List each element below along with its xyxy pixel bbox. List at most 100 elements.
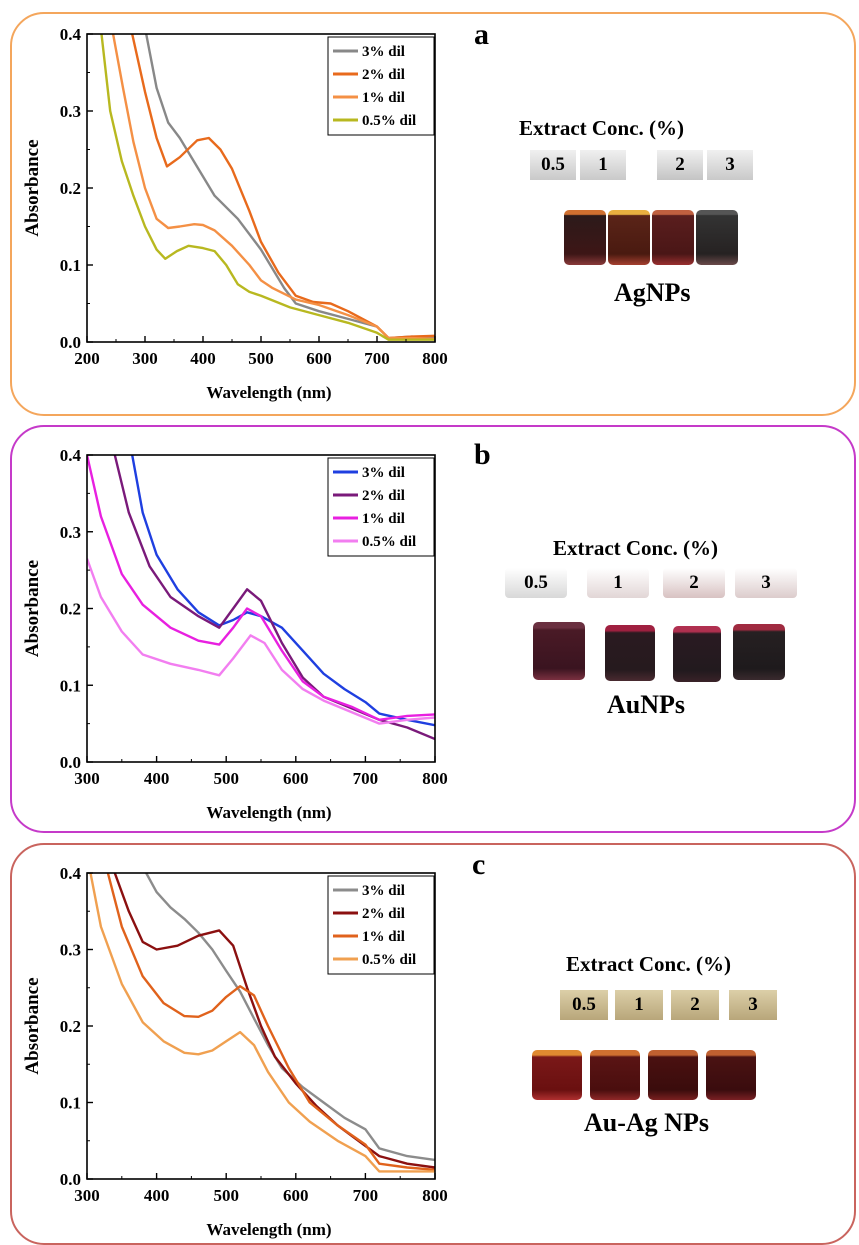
panel-c-letter: c (472, 848, 486, 881)
panel-b-conc-title: Extract Conc. (%) (553, 536, 719, 560)
chart-c-x-tick-label: 400 (144, 1186, 170, 1205)
chart-b-x-tick-label: 800 (422, 769, 448, 788)
panel-b-photo: Extract Conc. (%) 0.5 1 2 3 AuNPs (495, 530, 805, 730)
panel-c-photo: Extract Conc. (%) 0.5 1 2 3 Au-Ag NPs (532, 946, 790, 1146)
chart-b-y-tick-label: 0.0 (60, 753, 81, 772)
panel-c-np-label: Au-Ag NPs (584, 1108, 709, 1137)
panel-b-vial-3 (673, 626, 721, 682)
chart-b-legend-label-3: 1% dil (362, 511, 405, 527)
chart-c-series-line-4 (89, 873, 435, 1173)
chart-a-y-tick-label: 0.4 (60, 25, 82, 44)
panel-a-letter: a (474, 18, 489, 51)
chart-b-y-axis-label: Absorbance (22, 560, 43, 657)
chart-a-x-tick-label: 600 (306, 349, 332, 368)
panel-c-cap-2: 1 (615, 990, 663, 1020)
panel-a-photo: Extract Conc. (%) 0.5 1 2 3 AgNPs (519, 110, 770, 330)
chart-a-y-tick-label: 0.0 (60, 333, 81, 352)
chart-c-y-tick-label: 0.0 (60, 1170, 81, 1189)
chart-b-y-tick-label: 0.1 (60, 676, 81, 695)
panel-a-cap-1: 0.5 (530, 150, 576, 180)
chart-c-x-tick-label: 800 (422, 1186, 448, 1205)
chart-b-x-tick-label: 500 (213, 769, 239, 788)
chart-c-y-tick-label: 0.3 (60, 941, 81, 960)
panel-a-vial-4 (696, 210, 738, 265)
chart-b-y-tick-label: 0.2 (60, 600, 81, 619)
chart-a-x-axis-label: Wavelength (nm) (206, 383, 331, 402)
panel-c-vial-1 (532, 1050, 582, 1100)
chart-b-legend-label-2: 2% dil (362, 488, 405, 504)
chart-a-x-tick-label: 700 (364, 349, 390, 368)
panel-a-vial-3 (652, 210, 694, 265)
chart-b-legend-label-1: 3% dil (362, 465, 405, 481)
panel-c-vial-3 (648, 1050, 698, 1100)
chart-b-x-tick-label: 400 (144, 769, 170, 788)
panel-b-cap-2: 1 (587, 568, 649, 598)
panel-a-conc-title: Extract Conc. (%) (519, 116, 685, 140)
panel-c-cap-3: 2 (671, 990, 719, 1020)
panel-c-vial-4 (706, 1050, 756, 1100)
chart-c-series-line-3 (106, 873, 435, 1171)
panel-a-cap-2: 1 (580, 150, 626, 180)
chart-b-series-line-3 (87, 455, 435, 721)
panel-a-cap-3: 2 (657, 150, 703, 180)
panel-a-vial-2 (608, 210, 650, 265)
panel-c-cap-1: 0.5 (560, 990, 608, 1020)
panel-b-vial-4 (733, 624, 785, 680)
panel-a-vial-1 (564, 210, 606, 265)
chart-c-y-tick-label: 0.4 (60, 864, 82, 883)
chart-b-x-tick-label: 300 (74, 769, 100, 788)
chart-c: 300 400 500 600 700 800 0.0 0.1 0.2 0.3 0.4 Wavelen… (22, 864, 448, 1239)
chart-a-y-tick-label: 0.3 (60, 102, 81, 121)
panel-c-vial-2 (590, 1050, 640, 1100)
chart-a-y-tick-label: 0.2 (60, 179, 81, 198)
chart-c-x-tick-label: 300 (74, 1186, 100, 1205)
panel-b-letter: b (474, 438, 491, 471)
chart-c-legend-label-4: 0.5% dil (362, 952, 416, 968)
chart-a-series-line-3 (111, 34, 435, 341)
panel-b-vial-1 (533, 622, 585, 680)
chart-b: 300 400 500 600 700 800 0.0 0.1 0.2 0.3 0.4 Wavelen… (22, 446, 448, 822)
chart-b-legend-label-4: 0.5% dil (362, 534, 416, 550)
chart-c-y-tick-label: 0.2 (60, 1017, 81, 1036)
chart-a-x-tick-label: 300 (132, 349, 158, 368)
chart-c-legend-label-3: 1% dil (362, 929, 405, 945)
chart-a-y-axis-label: Absorbance (22, 139, 43, 236)
chart-a-series-line-4 (100, 34, 435, 341)
panel-b-cap-4: 3 (735, 568, 797, 598)
chart-c-y-axis-label: Absorbance (22, 977, 43, 1074)
chart-b-y-tick-label: 0.4 (60, 446, 82, 465)
chart-a-legend-label-3: 1% dil (362, 90, 405, 106)
chart-a-legend-label-4: 0.5% dil (362, 113, 416, 129)
chart-a-legend-label-1: 3% dil (362, 44, 405, 60)
panel-a-np-label: AgNPs (614, 278, 691, 307)
panel-c-cap-4: 3 (729, 990, 777, 1020)
chart-a-x-tick-label: 500 (248, 349, 274, 368)
chart-a-x-tick-label: 800 (422, 349, 448, 368)
panel-b-vial-2 (605, 625, 655, 681)
chart-b-x-tick-label: 600 (283, 769, 309, 788)
chart-c-x-tick-label: 500 (213, 1186, 239, 1205)
panel-b (10, 425, 856, 833)
chart-c-y-tick-label: 0.1 (60, 1094, 81, 1113)
panel-b-np-label: AuNPs (607, 690, 686, 719)
chart-b-x-axis-label: Wavelength (nm) (206, 803, 331, 822)
panel-c (10, 843, 856, 1245)
chart-a-x-tick-label: 400 (190, 349, 216, 368)
chart-a: 200 300 400 500 600 700 800 0.0 0.1 0.2 0.3 0.4 Wave… (22, 25, 448, 402)
chart-a-y-tick-label: 0.1 (60, 256, 81, 275)
panel-a-cap-4: 3 (707, 150, 753, 180)
chart-c-x-tick-label: 700 (353, 1186, 379, 1205)
panel-b-cap-3: 2 (663, 568, 725, 598)
chart-c-legend-label-1: 3% dil (362, 883, 405, 899)
panel-c-conc-title: Extract Conc. (%) (566, 952, 732, 976)
chart-a-legend-label-2: 2% dil (362, 67, 405, 83)
chart-c-x-tick-label: 600 (283, 1186, 309, 1205)
chart-b-y-tick-label: 0.3 (60, 523, 81, 542)
panel-b-cap-1: 0.5 (505, 568, 567, 598)
chart-c-legend-label-2: 2% dil (362, 906, 405, 922)
panel-a (10, 12, 856, 416)
chart-a-x-tick-label: 200 (74, 349, 100, 368)
chart-c-series-line-1 (145, 873, 435, 1162)
chart-b-series-line-4 (87, 558, 435, 725)
chart-c-x-axis-label: Wavelength (nm) (206, 1220, 331, 1239)
